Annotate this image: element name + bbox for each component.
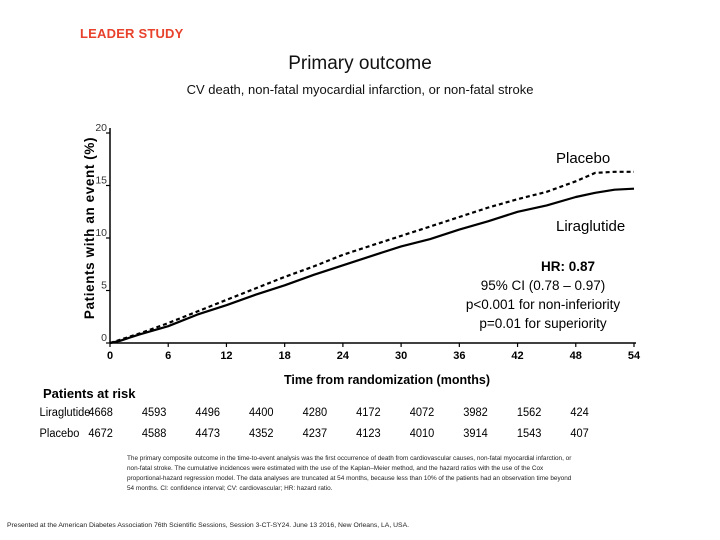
- series-placebo: [109, 170, 634, 345]
- non-inferiority-annotation: p<0.001 for non-inferiority: [466, 297, 620, 312]
- risk-cell: 4400: [249, 407, 274, 419]
- y-axis-title: Patients with an event (%): [82, 137, 97, 319]
- slide-subtitle: CV death, non-fatal myocardial infarctio…: [186, 82, 534, 97]
- km-chart: 0 5 10 15 20 0 6 12 18 24 30 36 42 48 54 Patients wit…: [40, 122, 641, 440]
- risk-cell: 407: [570, 428, 588, 440]
- risk-row-label: Placebo: [40, 428, 80, 440]
- brand-label: LEADER STUDY: [80, 26, 184, 41]
- risk-cell: 4668: [88, 407, 113, 419]
- legend-liraglutide: Liraglutide: [556, 218, 625, 235]
- risk-table-title: Patients at risk: [43, 386, 136, 401]
- y-axis-ticks: 0 5 10 15 20: [95, 122, 110, 344]
- ci-annotation: 95% CI (0.78 – 0.97): [481, 278, 606, 293]
- slide-title: Primary outcome: [288, 53, 432, 74]
- legend-placebo: Placebo: [556, 150, 610, 167]
- series-liraglutide: [109, 187, 635, 345]
- risk-cell: 4588: [142, 428, 167, 440]
- risk-row-label: Liraglutide: [40, 407, 91, 419]
- y-tick-label: 15: [95, 175, 107, 187]
- x-tick-label: 54: [628, 350, 641, 362]
- x-axis-ticks: 0 6 12 18 24 30 36 42 48 54: [107, 343, 641, 362]
- x-tick-label: 6: [165, 350, 171, 362]
- risk-cell: 4280: [303, 407, 328, 419]
- risk-cell: 424: [570, 407, 589, 419]
- risk-cell: 4072: [410, 407, 435, 419]
- footnote: The primary composite outcome in the tim…: [127, 455, 572, 492]
- risk-cell: 4672: [88, 428, 113, 440]
- risk-cell: 4593: [142, 407, 167, 419]
- risk-cell: 4237: [303, 428, 328, 440]
- risk-cell: 4123: [356, 428, 381, 440]
- hr-annotation: HR: 0.87: [541, 259, 595, 274]
- x-tick-label: 24: [337, 350, 350, 362]
- y-tick-label: 10: [95, 227, 107, 239]
- risk-cell: 4010: [410, 428, 435, 440]
- risk-cell: 3914: [463, 428, 488, 440]
- x-tick-label: 30: [395, 350, 407, 362]
- y-tick-label: 5: [101, 280, 107, 292]
- risk-cell: 1562: [517, 407, 542, 419]
- risk-cell: 4473: [195, 428, 220, 440]
- risk-cell: 3982: [463, 407, 488, 419]
- y-tick-label: 20: [95, 122, 107, 134]
- risk-cell: 4172: [356, 407, 381, 419]
- y-tick-label: 0: [101, 332, 107, 344]
- x-tick-label: 48: [570, 350, 582, 362]
- x-tick-label: 18: [279, 350, 291, 362]
- x-tick-label: 36: [453, 350, 465, 362]
- credit-line: Presented at the American Diabetes Assoc…: [7, 522, 409, 529]
- x-axis-title: Time from randomization (months): [284, 373, 490, 387]
- risk-cell: 1543: [517, 428, 542, 440]
- x-tick-label: 0: [107, 350, 113, 362]
- series-lines: [109, 170, 635, 345]
- x-tick-label: 42: [511, 350, 523, 362]
- risk-cell: 4496: [195, 407, 220, 419]
- superiority-annotation: p=0.01 for superiority: [479, 316, 606, 331]
- x-tick-label: 12: [220, 350, 232, 362]
- risk-cell: 4352: [249, 428, 274, 440]
